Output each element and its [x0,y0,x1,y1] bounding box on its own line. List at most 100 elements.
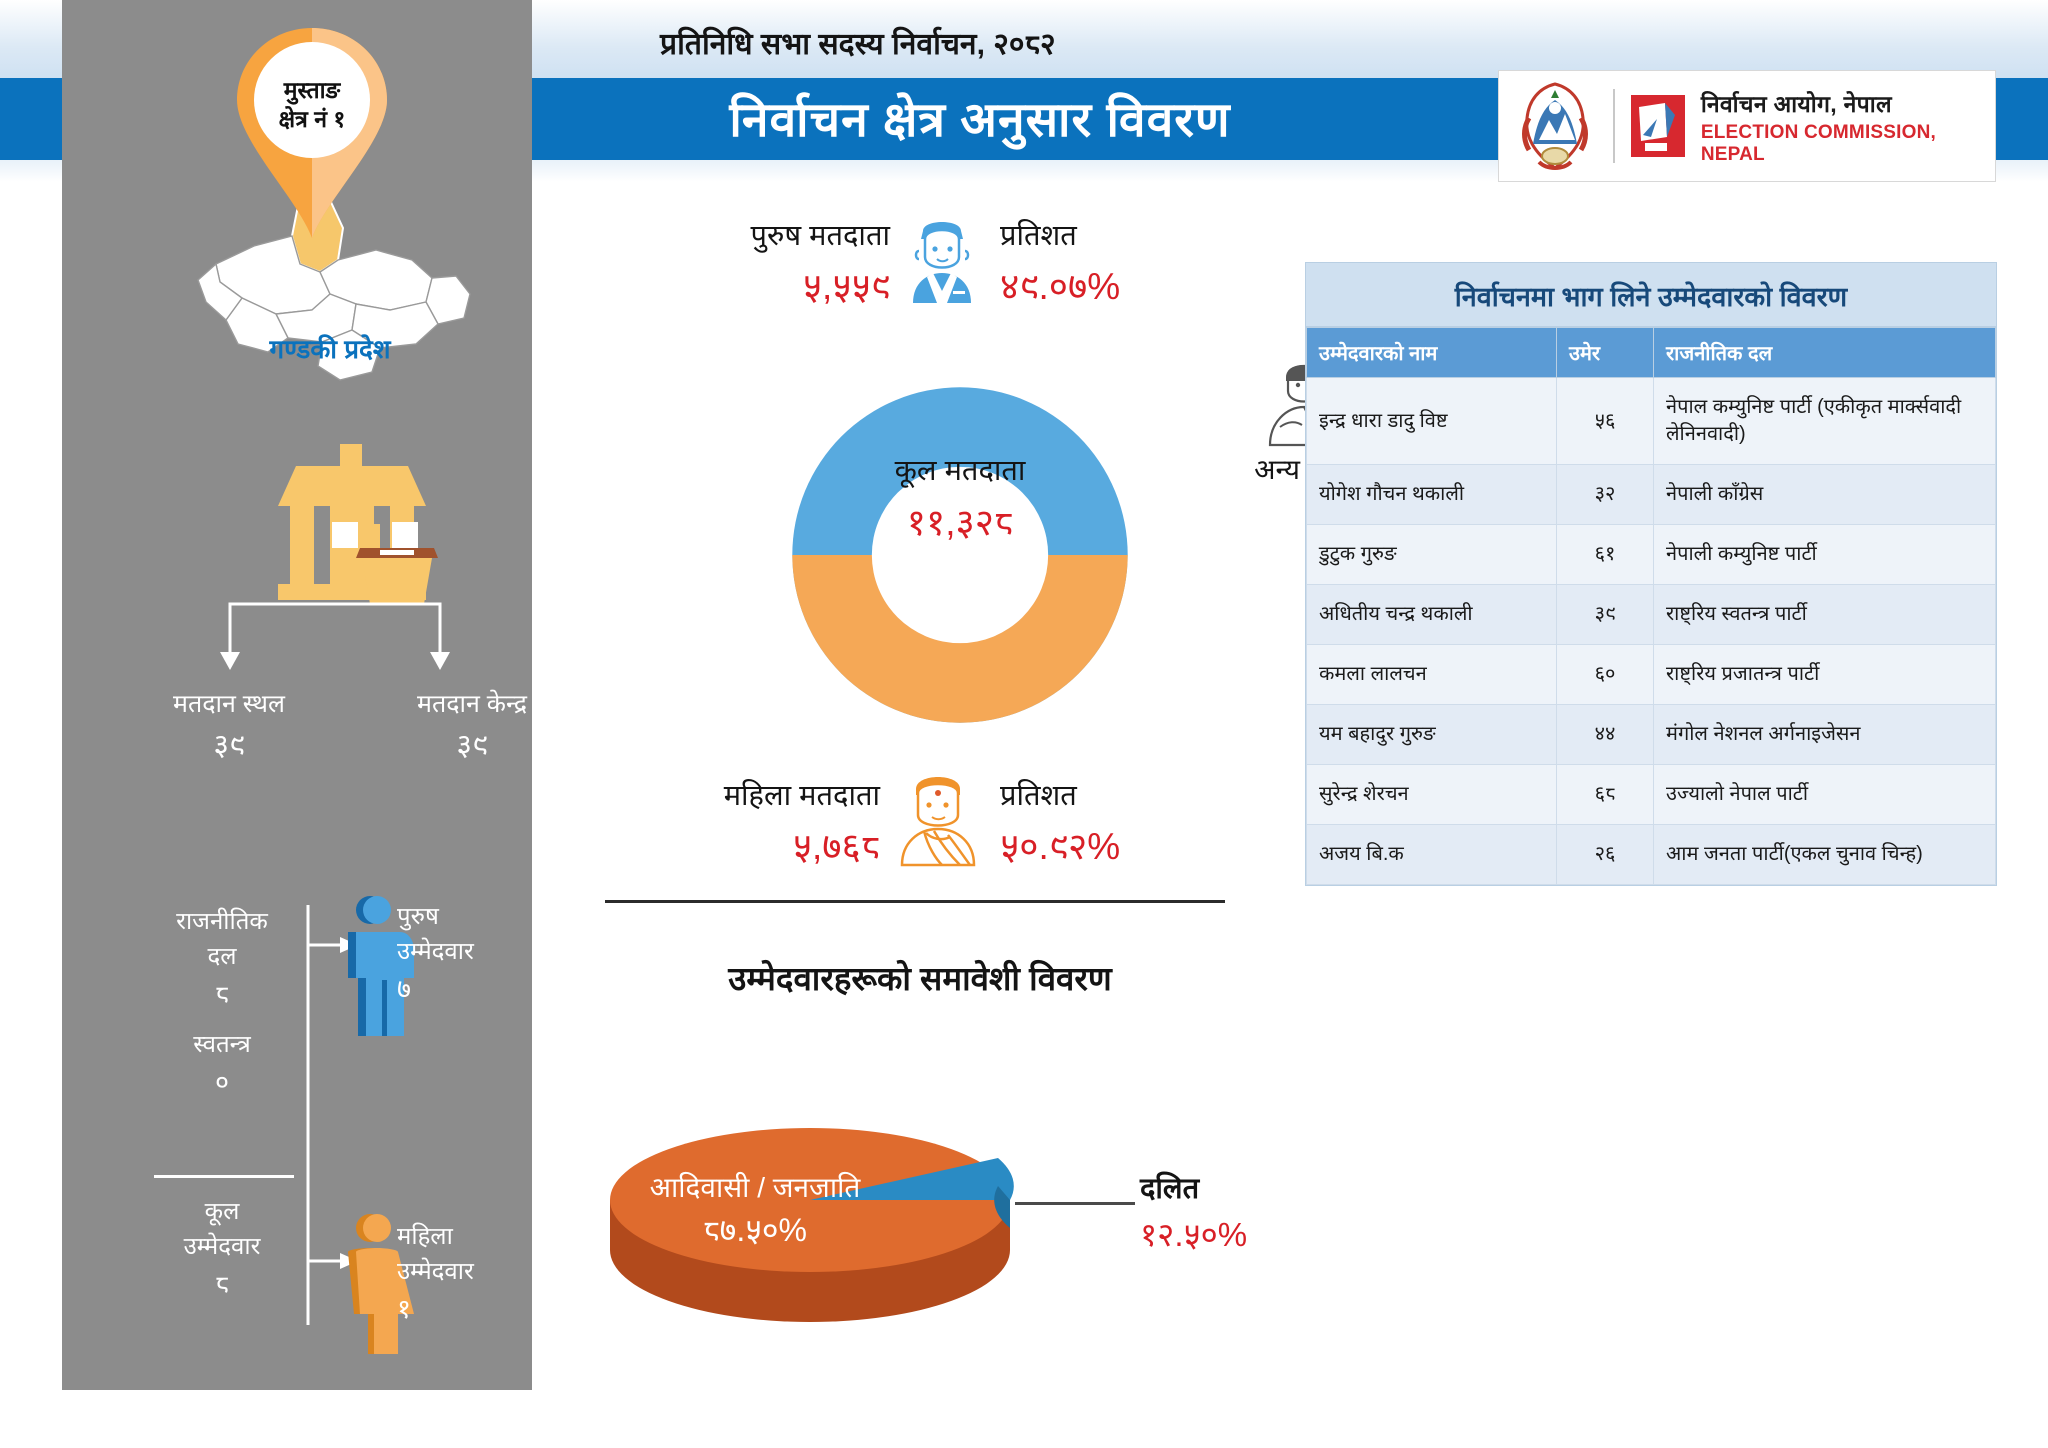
left-sidebar: गण्डकी प्रदेश मुस्ताङ क्षेत्र नं १ [62,0,532,1390]
logo-name-nepali: निर्वाचन आयोग, नेपाल [1700,90,1892,117]
party-label-line1: राजनीतिक [176,908,268,935]
cell-candidate-age: ६१ [1556,524,1654,585]
column-header-party: राजनीतिक दल [1653,327,1996,378]
constituency-pin-marker: मुस्ताङ क्षेत्र नं १ [237,28,387,238]
female-voters-percent: प्रतिशत ५०.९२% [1000,775,1260,870]
election-commission-logo: निर्वाचन आयोग, नेपाल ELECTION COMMISSION… [1498,70,1996,182]
polling-station-icon [278,444,438,604]
pie-indigenous-value: ८७.५०% [703,1212,807,1249]
table-row: अधितीय चन्द्र थकाली ३९ राष्ट्रिय स्वतन्त्र… [1306,584,1996,645]
female-voters-value: ५,७६८ [792,826,880,867]
pie-dalit-label: दलित १२.५०% [1140,1168,1340,1256]
male-percent-label: प्रतिशत [1000,220,1077,252]
independent-label: स्वतन्त्र [193,1030,251,1058]
ballot-box-shape [356,524,438,604]
inclusion-pie-chart [610,1128,1014,1322]
cell-candidate-party: आम जनता पार्टी(एकल चुनाव चिन्ह) [1653,824,1996,885]
table-row: सुरेन्द्र शेरचन ६८ उज्यालो नेपाल पार्टी [1306,764,1996,825]
female-candidate-label-line2: उम्मेदवार [397,1257,474,1285]
male-voters-percent: प्रतिशत ४९.०७% [1000,215,1260,310]
candidates-table-panel: निर्वाचनमा भाग लिने उम्मेदवारको विवरण उम… [1305,262,1997,886]
cell-candidate-party: मंगोल नेशनल अर्गनाइजेसन [1653,704,1996,765]
female-percent-value: ५०.९२% [1000,826,1121,867]
polling-place-value: ३९ [213,728,245,762]
pie-slice-dalit-side [994,1186,1010,1228]
male-voter-portrait-icon [913,222,971,303]
cell-candidate-party: उज्यालो नेपाल पार्टी [1653,764,1996,825]
cell-candidate-party: नेपाल कम्युनिष्ट पार्टी (एकीकृत मार्क्सव… [1653,377,1996,465]
male-candidate-value: ७ [397,973,412,1004]
cell-candidate-party: नेपाली काँग्रेस [1653,464,1996,525]
candidates-table-head: उम्मेदवारको नाम उमेर राजनीतिक दल [1306,327,1996,378]
logo-name-english: ELECTION COMMISSION, NEPAL [1700,121,1937,165]
male-candidate-icon [348,896,414,1036]
male-voters-stat: पुरुष मतदाता ५,५५९ [570,215,890,310]
cell-candidate-party: राष्ट्रिय स्वतन्त्र पार्टी [1653,584,1996,645]
table-row: कमला लालचन ६० राष्ट्रिय प्रजातन्त्र पार्टी [1306,644,1996,705]
pie-dalit-value: १२.५०% [1140,1216,1248,1253]
male-voters-value: ५,५५९ [802,266,890,307]
polling-centre-label: मतदान केन्द्र [417,690,527,718]
cell-candidate-party: नेपाली कम्युनिष्ट पार्टी [1653,524,1996,585]
column-header-name: उम्मेदवारको नाम [1306,327,1557,378]
total-candidates-label-line2: उम्मेदवार [183,1232,261,1260]
polling-centre-value: ३९ [456,728,488,762]
inclusion-chart-title: उम्मेदवारहरूको समावेशी विवरण [728,960,1112,997]
male-candidate-stat: पुरुष उम्मेदवार ७ [397,900,537,1009]
female-candidate-label-line1: महिला [397,1223,453,1250]
female-voters-label: महिला मतदाता [723,780,880,812]
province-label: गण्डकी प्रदेश [269,334,391,364]
cell-candidate-age: ३९ [1556,584,1654,645]
polling-centre-stat: मतदान केन्द्र ३९ [362,688,582,766]
table-row: अजय बि.क २६ आम जनता पार्टी(एकल चुनाव चिन्ह… [1306,824,1996,885]
pie-leader-line [1015,1202,1135,1205]
party-label-line2: दल [207,942,237,970]
female-percent-label: प्रतिशत [1000,780,1077,812]
male-voters-label: पुरुष मतदाता [750,220,890,252]
female-voter-portrait-icon [900,777,976,867]
inclusion-pie-section: आदिवासी / जनजाति ८७.५०% दलित १२.५०% [560,1030,1280,1360]
cell-candidate-age: ६८ [1556,764,1654,825]
candidates-table-title: निर्वाचनमा भाग लिने उम्मेदवारको विवरण [1306,263,1996,327]
table-header-row: उम्मेदवारको नाम उमेर राजनीतिक दल [1306,327,1996,378]
total-voters-label: कूल मतदाता [894,455,1026,487]
pie-indigenous-name: आदिवासी / जनजाति [649,1172,861,1203]
table-row: इन्द्र धारा डादु विष्ट ५६ नेपाल कम्युनिष्ट… [1306,377,1996,465]
table-row: यम बहादुर गुरुङ ४४ मंगोल नेशनल अर्गनाइजेसन [1306,704,1996,765]
female-voters-stat: महिला मतदाता ५,७६८ [550,775,880,870]
ballot-box-icon [1630,95,1685,157]
female-candidate-value: १ [397,1293,412,1324]
cell-candidate-age: ६० [1556,644,1654,705]
polling-place-label: मतदान स्थल [173,690,285,718]
sidebar-divider [154,1175,294,1178]
candidates-table-body: इन्द्र धारा डादु विष्ट ५६ नेपाल कम्युनिष्ट… [1306,377,1996,885]
cell-candidate-age: ४४ [1556,704,1654,765]
cell-candidate-party: राष्ट्रिय प्रजातन्त्र पार्टी [1653,644,1996,705]
cell-candidate-age: ३२ [1556,464,1654,525]
donut-hole [871,466,1049,644]
page-title: निर्वाचन क्षेत्र अनुसार विवरण [729,94,1231,147]
polling-place-stat: मतदान स्थल ३९ [124,688,334,766]
male-percent-value: ४९.०७% [1000,266,1121,307]
party-independent-stats: राजनीतिक दल ८ स्वतन्त्र ० [132,905,312,1102]
cell-candidate-name: अजय बि.क [1306,824,1557,885]
nepal-emblem-icon [1522,82,1588,170]
pie-indigenous-label: आदिवासी / जनजाति ८७.५०% [615,1170,895,1252]
pin-district-name: मुस्ताङ [283,77,341,103]
section-separator [605,900,1225,903]
logo-divider [1613,89,1615,163]
party-count-value: ८ [214,978,230,1009]
pin-constituency-number: क्षेत्र नं १ [278,105,346,132]
cell-candidate-name: सुरेन्द्र शेरचन [1306,764,1557,825]
pie-dalit-name: दलित [1140,1173,1200,1205]
pin-label: मुस्ताङ क्षेत्र नं १ [237,76,387,134]
cell-candidate-name: इन्द्र धारा डादु विष्ट [1306,377,1557,465]
total-voters-center-label: कूल मतदाता ११,३२८ [835,450,1085,546]
total-candidates-stat: कूल उम्मेदवार ८ [132,1195,312,1304]
cell-candidate-age: ५६ [1556,377,1654,465]
cell-candidate-name: डुटुक गुरुङ [1306,524,1557,585]
table-row: योगेश गौचन थकाली ३२ नेपाली काँग्रेस [1306,464,1996,525]
female-candidate-stat: महिला उम्मेदवार १ [397,1220,547,1329]
logo-text-block: निर्वाचन आयोग, नेपाल ELECTION COMMISSION… [1701,87,1985,166]
column-header-age: उमेर [1556,327,1654,378]
